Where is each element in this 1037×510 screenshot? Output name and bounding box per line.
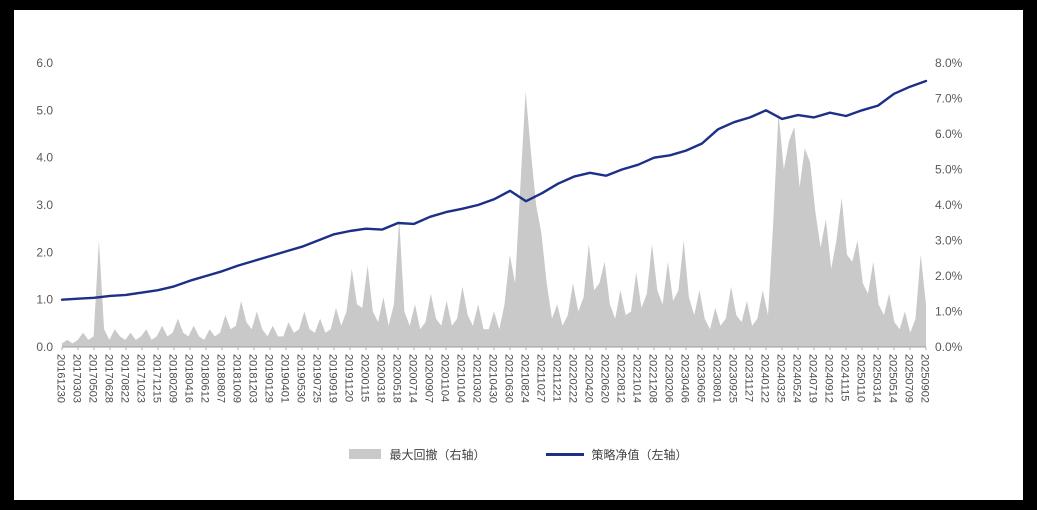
y-left-tick-label: 1.0 — [36, 293, 53, 307]
x-tick-label: 20180209 — [167, 354, 179, 403]
x-tick-label: 20170628 — [103, 354, 115, 403]
x-tick-label: 20220812 — [615, 354, 627, 403]
x-tick-label: 20201104 — [439, 354, 451, 402]
x-tick-label: 20250902 — [919, 354, 931, 403]
x-tick-label: 20240719 — [807, 354, 819, 403]
x-tick-label: 20220420 — [583, 354, 595, 403]
x-tick-label: 20190129 — [263, 354, 275, 403]
drawdown-area — [62, 91, 926, 348]
x-tick-label: 20181009 — [231, 354, 243, 403]
x-tick-label: 20170822 — [119, 354, 131, 403]
x-tick-label: 20230406 — [679, 354, 691, 403]
x-tick-label: 20221014 — [631, 354, 643, 403]
x-tick-label: 20211221 — [551, 354, 563, 402]
legend-item-nav: 策略净值（左轴） — [545, 446, 688, 463]
y-right-tick-label: 3.0% — [935, 234, 963, 248]
y-right-axis: 0.0% 1.0% 2.0% 3.0% 4.0% 5.0% 6.0% 7.0% 8.0% — [935, 56, 963, 354]
y-left-tick-label: 2.0 — [36, 245, 53, 259]
y-right-tick-label: 2.0% — [935, 269, 963, 283]
x-tick-label: 20211027 — [535, 354, 547, 402]
nav-line-swatch — [545, 452, 584, 456]
y-right-tick-label: 4.0% — [935, 198, 963, 212]
x-tick-label: 20240325 — [775, 354, 787, 403]
x-tick-label: 20190530 — [295, 354, 307, 403]
y-right-tick-label: 5.0% — [935, 163, 963, 177]
y-right-tick-label: 6.0% — [935, 127, 963, 141]
y-left-tick-label: 4.0 — [36, 151, 53, 165]
x-tick-label: 20210430 — [487, 354, 499, 403]
x-tick-label: 20200518 — [391, 354, 403, 403]
x-tick-label: 20250514 — [887, 354, 899, 403]
x-tick-label: 20180807 — [215, 354, 227, 403]
y-left-tick-label: 5.0 — [36, 103, 53, 117]
x-tick-label: 20180612 — [199, 354, 211, 403]
x-tick-label: 20231127 — [743, 354, 755, 402]
x-tick-label: 20210824 — [519, 354, 531, 403]
x-tick-label: 20170303 — [71, 354, 83, 403]
x-tick-label: 20171023 — [135, 354, 147, 403]
x-tick-label: 20210104 — [455, 354, 467, 403]
x-tick-label: 20171215 — [151, 354, 163, 403]
x-tick-label: 20230801 — [711, 354, 723, 403]
chart-legend: 最大回撤（右轴） 策略净值（左轴） — [14, 444, 1023, 464]
y-left-tick-label: 6.0 — [36, 56, 53, 70]
x-tick-label: 20240122 — [759, 354, 771, 403]
y-left-tick-label: 0.0 — [36, 340, 53, 354]
x-tick-label: 20241115 — [839, 354, 851, 401]
y-right-tick-label: 1.0% — [935, 305, 963, 319]
chart-card: 0.0 1.0 2.0 3.0 4.0 5.0 6.0 0.0% 1.0% 2.0% 3.0% 4.0… — [14, 10, 1023, 500]
drawdown-area-swatch — [349, 449, 382, 459]
x-tick-label: 20170502 — [87, 354, 99, 403]
x-tick-label: 20230925 — [727, 354, 739, 403]
y-right-tick-label: 8.0% — [935, 56, 963, 70]
x-axis-labels: 20161230 20170303 20170502 20170628 20170822… — [55, 347, 931, 403]
y-left-axis: 0.0 1.0 2.0 3.0 4.0 5.0 6.0 — [36, 56, 53, 354]
x-tick-label: 20230605 — [695, 354, 707, 403]
x-tick-label: 20220222 — [567, 354, 579, 403]
y-right-tick-label: 7.0% — [935, 92, 963, 106]
x-tick-label: 20190725 — [311, 354, 323, 403]
x-tick-label: 20250110 — [855, 354, 867, 402]
x-tick-label: 20210302 — [471, 354, 483, 403]
x-tick-label: 20240524 — [791, 354, 803, 403]
x-tick-label: 20221208 — [647, 354, 659, 403]
x-tick-label: 20181203 — [247, 354, 259, 403]
x-tick-label: 20230206 — [663, 354, 675, 403]
x-tick-label: 20250709 — [903, 354, 915, 403]
y-right-tick-label: 0.0% — [935, 340, 963, 354]
legend-label-drawdown: 最大回撤（右轴） — [389, 447, 486, 462]
x-tick-label: 20220620 — [599, 354, 611, 403]
x-tick-label: 20180416 — [183, 354, 195, 403]
chart: 0.0 1.0 2.0 3.0 4.0 5.0 6.0 0.0% 1.0% 2.0% 3.0% 4.0… — [36, 56, 963, 403]
x-tick-label: 20191120 — [343, 354, 355, 402]
x-tick-label: 20190919 — [327, 354, 339, 403]
legend-item-drawdown: 最大回撤（右轴） — [349, 446, 486, 463]
x-tick-label: 20250314 — [871, 354, 883, 403]
x-tick-label: 20240912 — [823, 354, 835, 403]
x-tick-label: 20200318 — [375, 354, 387, 403]
x-tick-label: 20200907 — [423, 354, 435, 403]
x-tick-label: 20161230 — [55, 354, 67, 403]
x-tick-label: 20200115 — [359, 354, 371, 402]
y-left-tick-label: 3.0 — [36, 198, 53, 212]
x-tick-label: 20200714 — [407, 354, 419, 403]
legend-label-nav: 策略净值（左轴） — [591, 447, 688, 462]
nav-line — [60, 79, 928, 301]
x-tick-label: 20210630 — [503, 354, 515, 403]
x-tick-label: 20190401 — [279, 354, 291, 403]
